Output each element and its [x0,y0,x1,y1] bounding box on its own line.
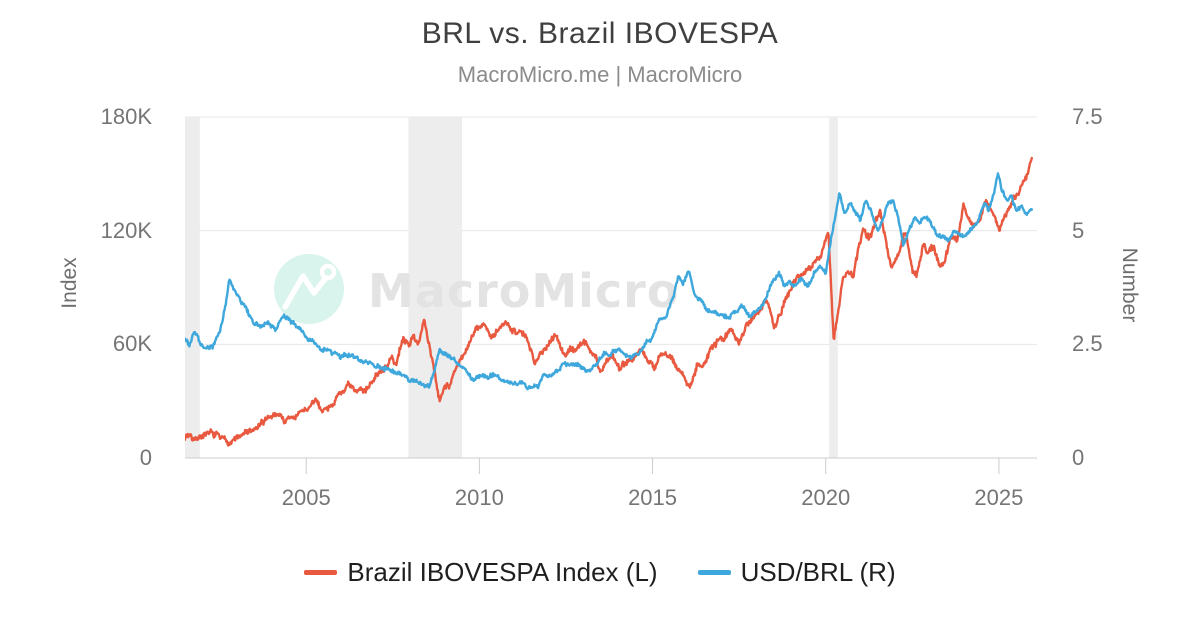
usdbrl-series-line[interactable] [185,172,1033,391]
watermark-text: MacroMicro [368,264,679,318]
ibovespa-legend-label: Brazil IBOVESPA Index (L) [347,557,658,587]
x-axis-tick-label: 2020 [801,485,851,510]
ibovespa-line-swatch [304,570,338,575]
recession-band [408,117,463,458]
right-axis-tick-label: 2.5 [1072,331,1103,357]
left-axis-tick-label: 60K [112,331,152,357]
chart-title: BRL vs. Brazil IBOVESPA [421,17,779,50]
logo-magnifier-ring-icon [319,263,337,281]
right-axis-tick-label: 5 [1072,217,1085,243]
x-axis-tick-label: 2015 [628,485,678,510]
usdbrl-legend-label: USD/BRL (R) [740,557,896,587]
recession-band [185,117,200,458]
logo-trendline-icon [282,273,328,310]
usdbrl-line-swatch [697,570,731,575]
right-axis-tick-label: 0 [1072,445,1085,470]
legend: Brazil IBOVESPA Index (L) USD/BRL (R) [0,557,1200,588]
x-axis-tick-label: 2010 [454,485,504,510]
left-axis-tick-label: 0 [139,445,152,470]
legend-item-ibovespa[interactable]: Brazil IBOVESPA Index (L) [304,557,658,588]
x-axis-tick-label: 2025 [974,485,1024,510]
chart-subtitle: MacroMicro.me | MacroMicro [457,62,743,87]
x-axis-tick-label: 2005 [281,485,331,510]
right-axis-tick-label: 7.5 [1072,104,1103,129]
recession-band [829,117,838,458]
legend-item-usdbrl[interactable]: USD/BRL (R) [697,557,896,588]
left-axis-tick-label: 180K [100,104,152,129]
ibovespa-series-line[interactable] [185,156,1033,447]
left-axis-tick-label: 120K [100,217,152,243]
